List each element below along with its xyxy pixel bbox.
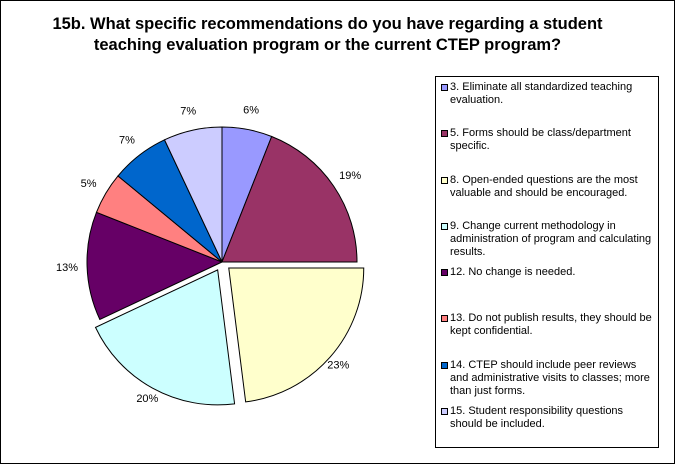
legend-item-2: 8. Open-ended questions are the most val… xyxy=(441,174,655,200)
legend-label-7: 15. Student responsibility questions sho… xyxy=(450,404,624,430)
slice-label-3: 20% xyxy=(136,393,158,405)
slice-label-5: 5% xyxy=(81,178,97,190)
pie-labels: 6% 19% 23% 20% 13% 5% 7% 7% xyxy=(56,105,361,405)
slice-label-6: 7% xyxy=(119,135,135,147)
legend-item-1: 5. Forms should be class/department spec… xyxy=(441,127,655,153)
pie-slice-3 xyxy=(94,269,236,406)
pie-slice-7 xyxy=(163,126,223,263)
legend-swatch-1 xyxy=(441,130,448,138)
legend-item-3: 9. Change current methodology in adminis… xyxy=(441,220,655,259)
chart-title: 15b. What specific recommendations do yo… xyxy=(52,15,603,54)
legend-swatch-2 xyxy=(441,176,448,184)
slice-label-2: 23% xyxy=(327,360,349,372)
legend-item-5: 13. Do not publish results, they should … xyxy=(441,312,655,338)
legend-swatch-7 xyxy=(441,407,448,415)
legend-label-2: 8. Open-ended questions are the most val… xyxy=(450,173,638,199)
legend-swatch-6 xyxy=(441,361,448,369)
legend-label-4: 12. No change is needed. xyxy=(450,266,576,278)
pie-slice-4 xyxy=(86,211,224,321)
legend-item-0: 3. Eliminate all standardized teaching e… xyxy=(441,81,655,107)
legend: 3. Eliminate all standardized teaching e… xyxy=(435,76,659,448)
legend-swatch-4 xyxy=(441,269,448,276)
legend-label-6: 14. CTEP should include peer reviews and… xyxy=(450,358,650,397)
pie-slice-2 xyxy=(228,267,365,403)
legend-item-7: 15. Student responsibility questions sho… xyxy=(441,405,655,431)
legend-swatch-3 xyxy=(441,222,448,230)
pie-slices xyxy=(86,126,365,406)
legend-label-5: 13. Do not publish results, they should … xyxy=(450,312,652,338)
legend-label-0: 3. Eliminate all standardized teaching e… xyxy=(450,81,633,106)
slice-label-7: 7% xyxy=(180,106,196,118)
legend-item-4: 12. No change is needed. xyxy=(441,266,655,279)
legend-label-1: 5. Forms should be class/department spec… xyxy=(450,127,631,153)
legend-swatch-5 xyxy=(441,315,448,323)
slice-label-1: 19% xyxy=(339,170,361,182)
slice-label-4: 13% xyxy=(56,262,78,274)
legend-item-6: 14. CTEP should include peer reviews and… xyxy=(441,359,655,398)
legend-label-3: 9. Change current methodology in adminis… xyxy=(450,219,652,258)
legend-swatch-0 xyxy=(441,84,448,91)
pie-slice-1 xyxy=(221,135,358,263)
slice-label-0: 6% xyxy=(243,105,259,117)
